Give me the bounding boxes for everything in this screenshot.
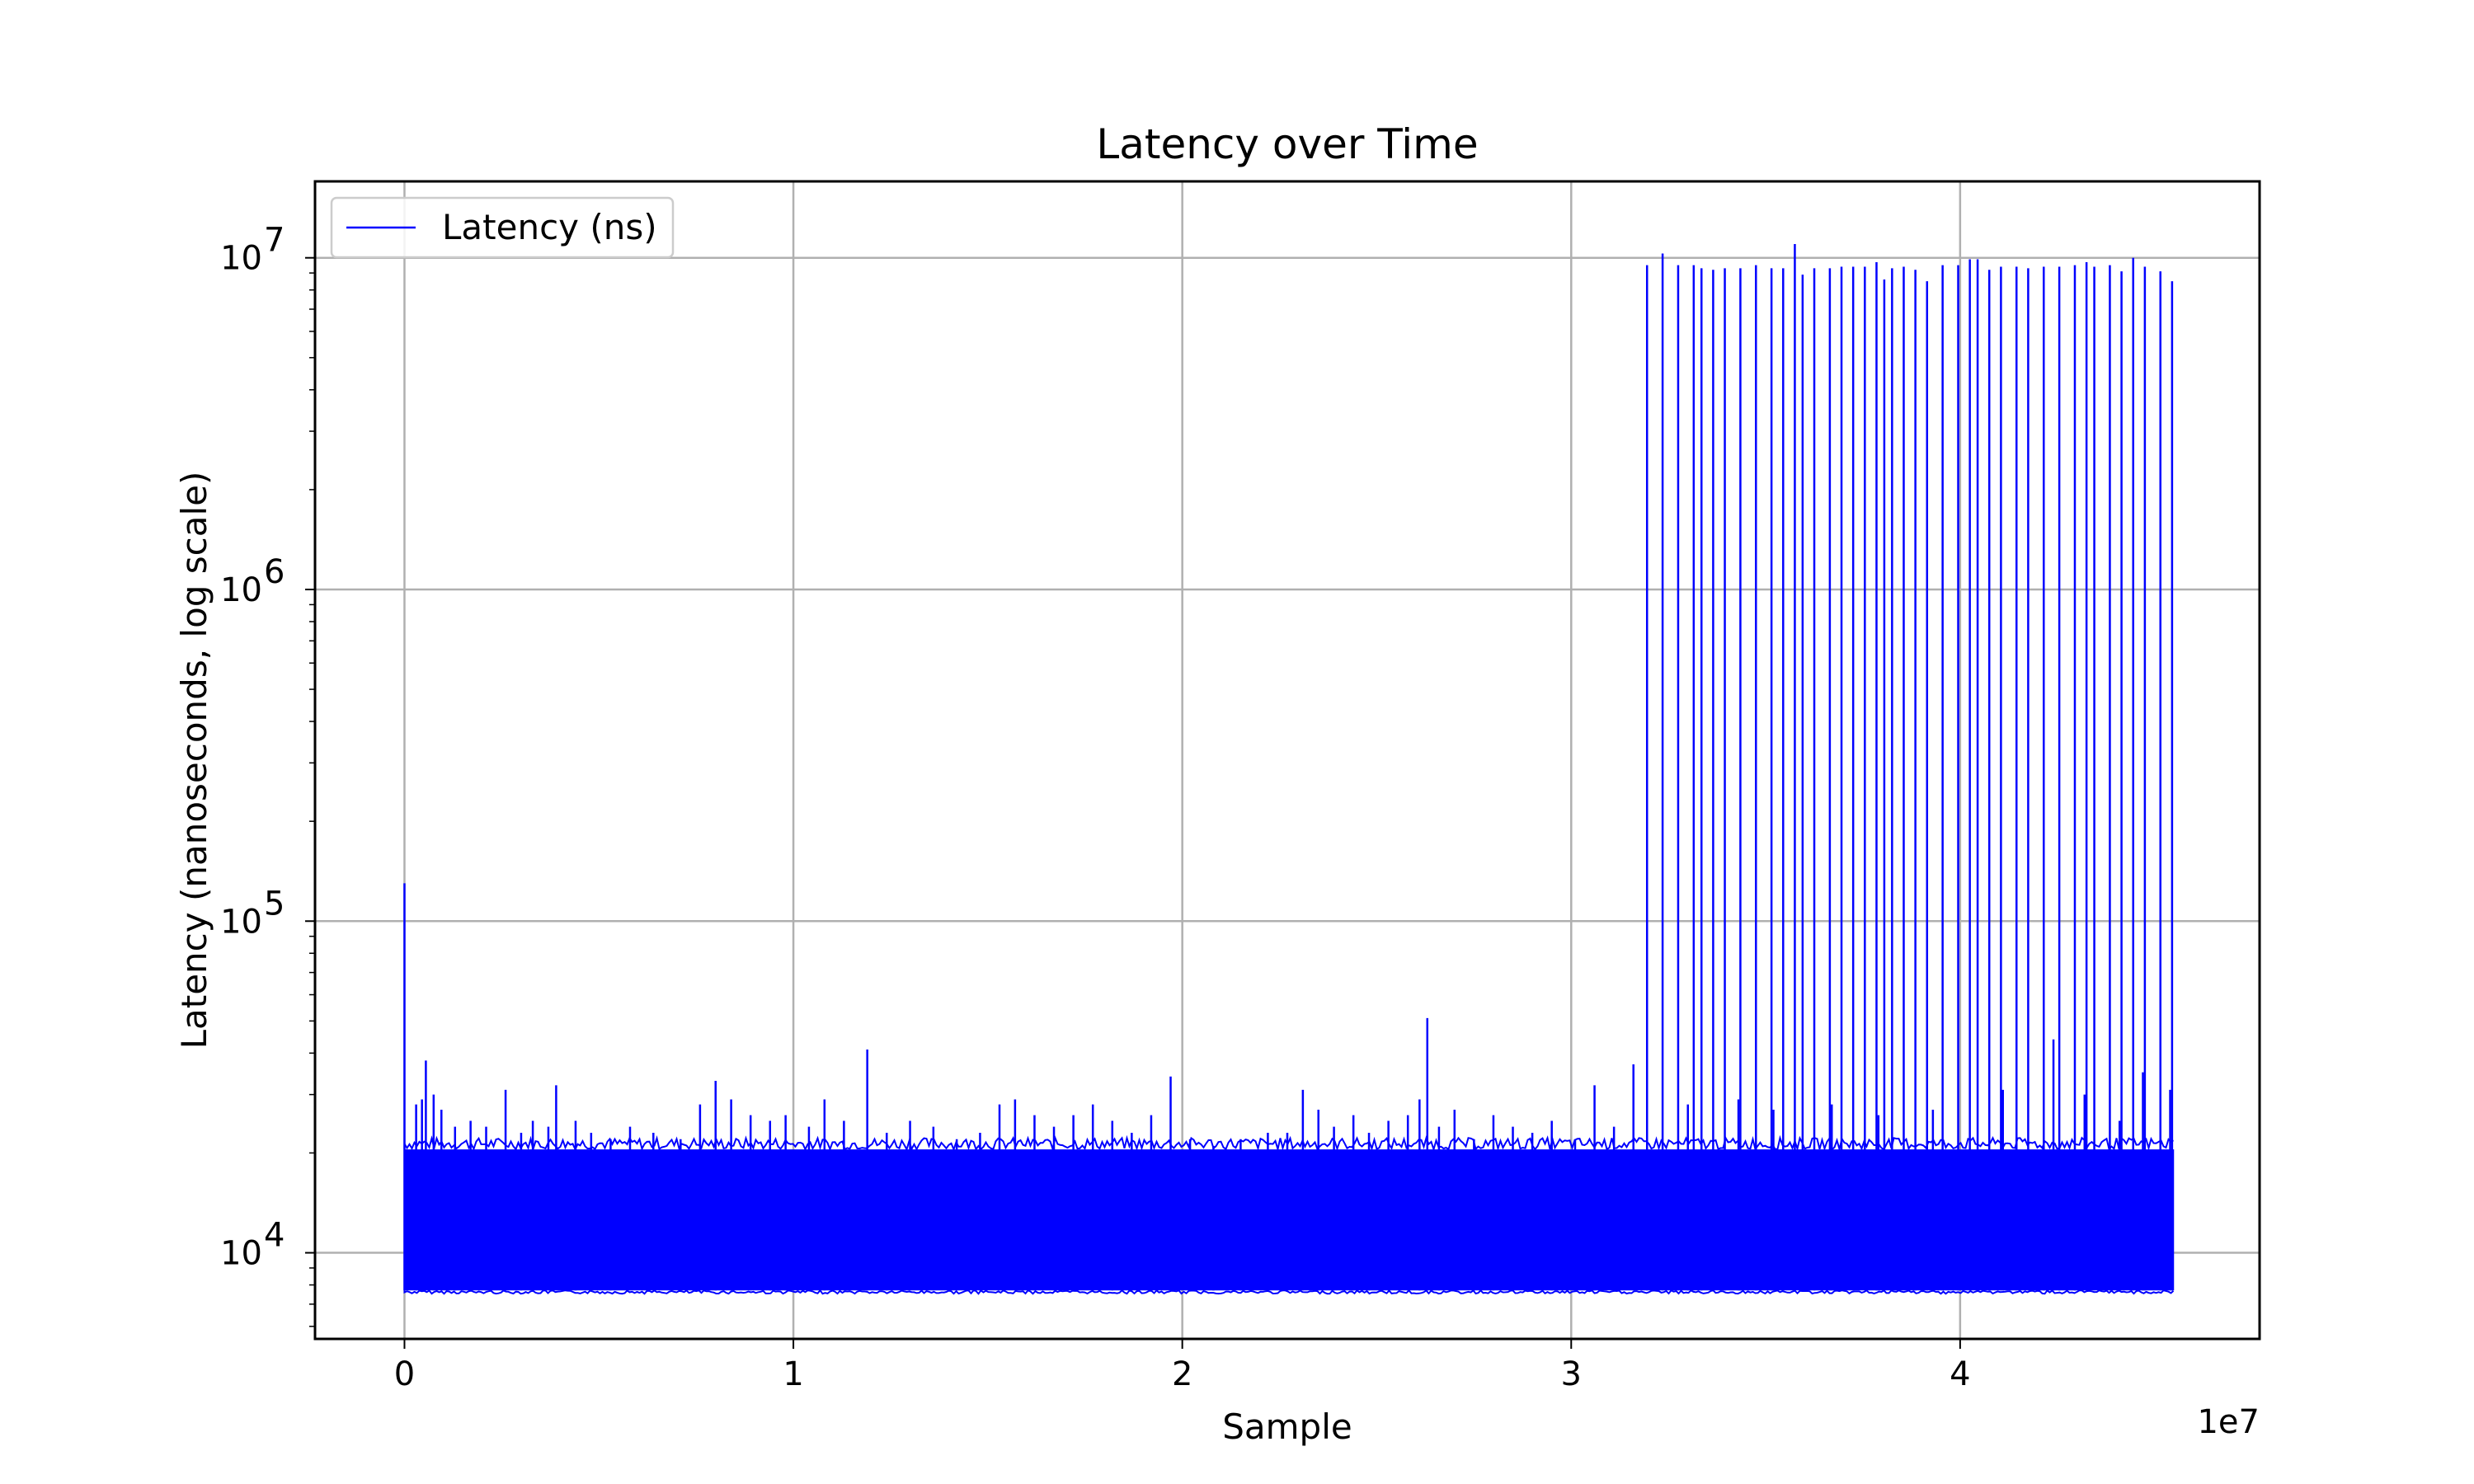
y-tick-label: 10 bbox=[220, 240, 262, 278]
latency-baseline-band bbox=[404, 1149, 2175, 1291]
y-axis-title: Latency (nanoseconds, log scale) bbox=[174, 472, 214, 1050]
chart-title: Latency over Time bbox=[1096, 120, 1478, 168]
x-offset-label: 1e7 bbox=[2197, 1403, 2260, 1441]
legend-label: Latency (ns) bbox=[442, 207, 657, 247]
y-tick-label: 10 bbox=[220, 903, 262, 941]
plot-frame bbox=[313, 180, 2261, 1341]
y-tick-label: 10 bbox=[220, 1235, 262, 1273]
latency-band-bottom-edge bbox=[403, 1289, 2175, 1295]
y-tick-exponent: 6 bbox=[264, 553, 285, 591]
y-tick-exponent: 5 bbox=[264, 885, 285, 923]
x-tick-label: 2 bbox=[1172, 1355, 1192, 1393]
legend: Latency (ns) bbox=[330, 196, 675, 259]
x-tick-label: 1 bbox=[783, 1355, 803, 1393]
legend-box bbox=[330, 196, 675, 259]
y-tick-exponent: 7 bbox=[264, 222, 285, 260]
y-tick-exponent: 4 bbox=[264, 1217, 285, 1255]
y-tick-label: 10 bbox=[220, 571, 262, 609]
series-latency bbox=[403, 244, 2175, 1295]
x-tick-label: 4 bbox=[1950, 1355, 1970, 1393]
x-axis-title: Sample bbox=[1222, 1407, 1352, 1447]
x-tick-label: 3 bbox=[1561, 1355, 1582, 1393]
x-tick-label: 0 bbox=[394, 1355, 415, 1393]
